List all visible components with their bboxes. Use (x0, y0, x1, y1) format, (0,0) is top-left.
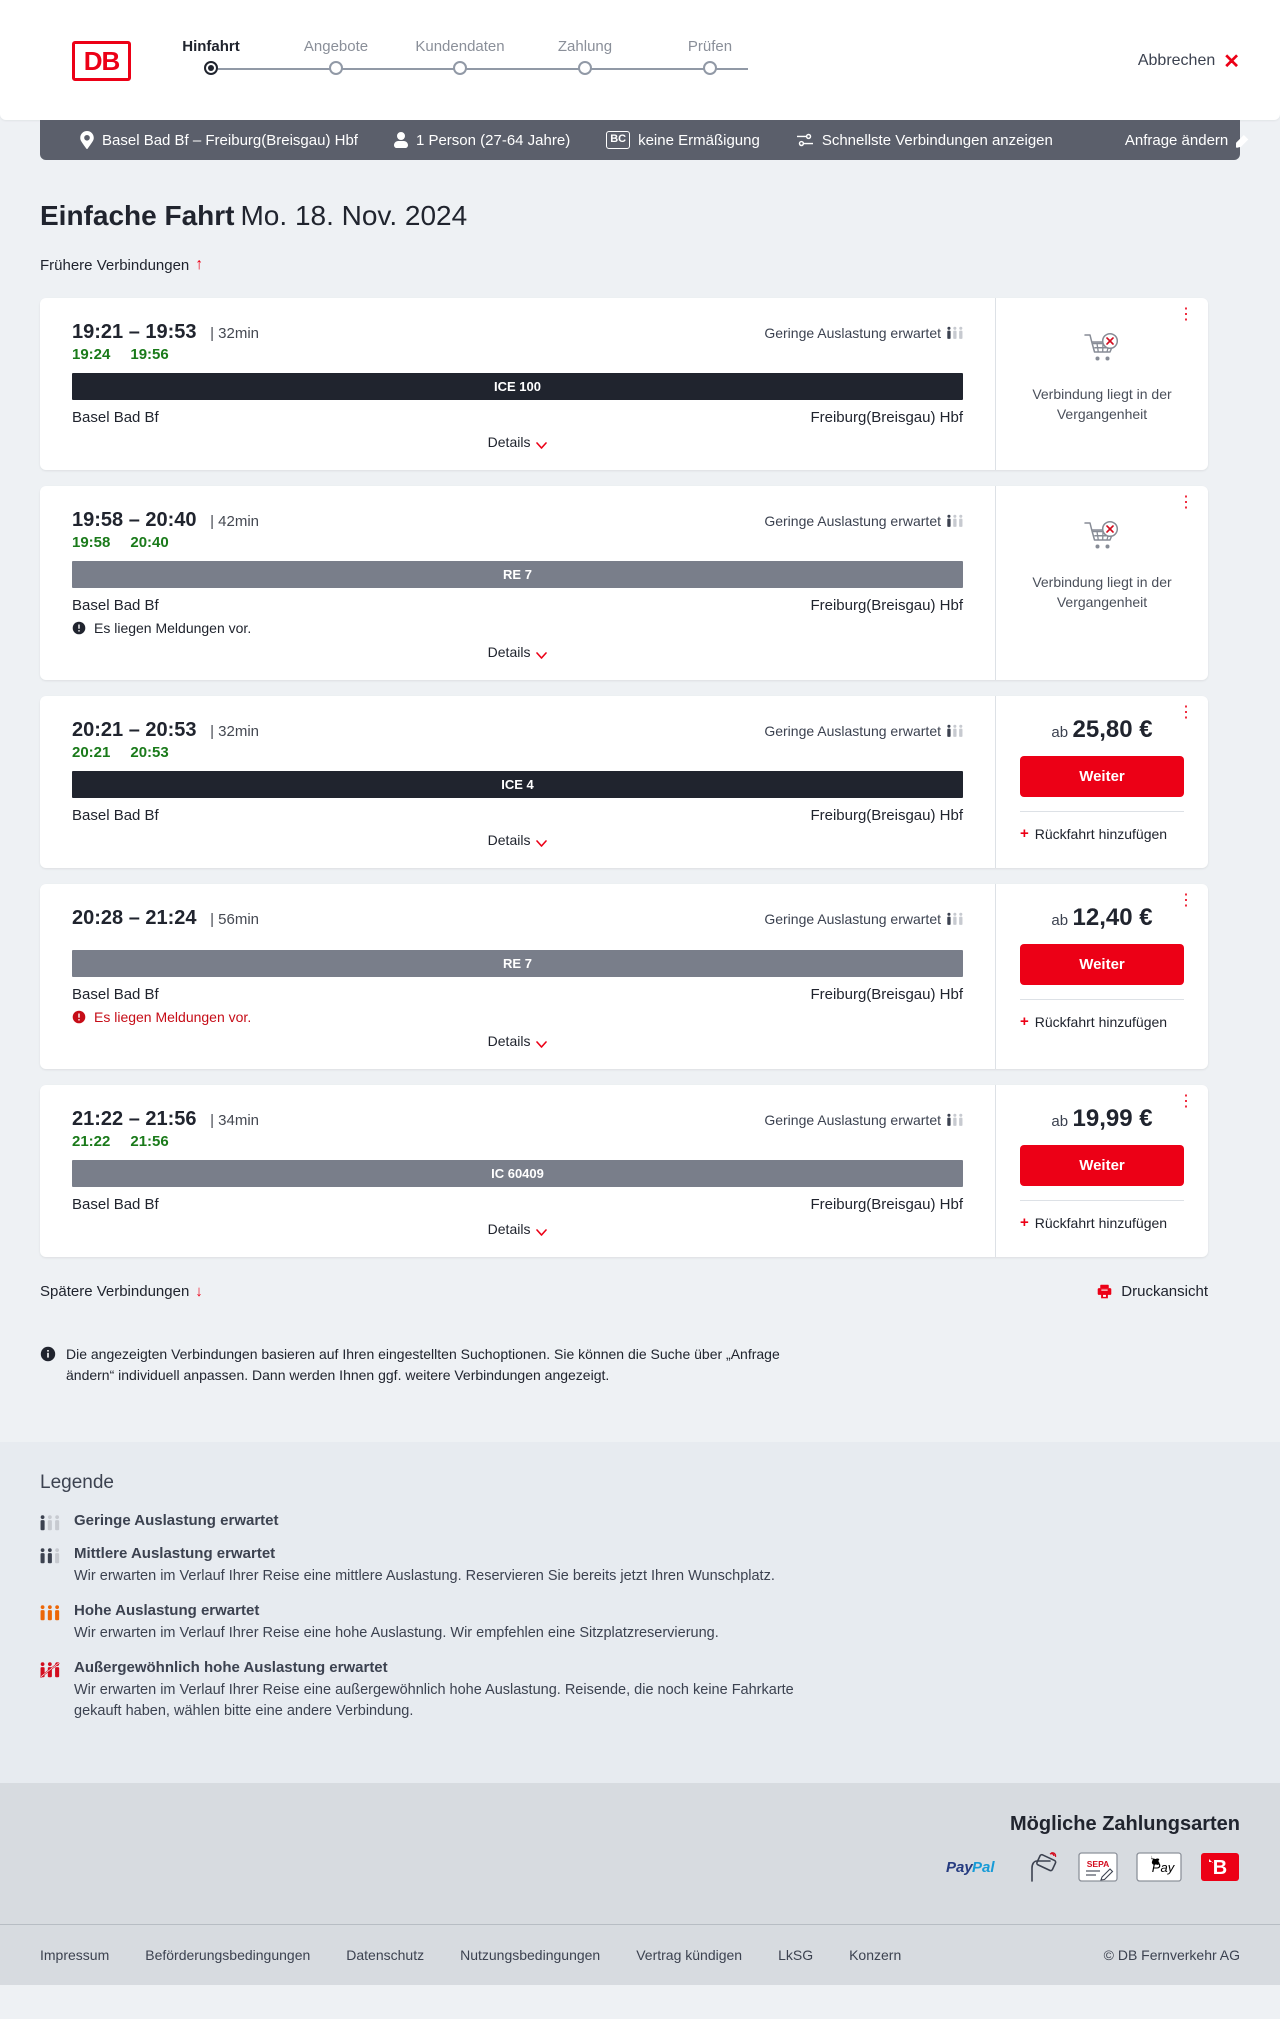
svg-text:Pay: Pay (946, 1859, 973, 1876)
svg-text:SEPA: SEPA (1087, 1859, 1110, 1869)
svg-text:Pal: Pal (972, 1859, 995, 1876)
svg-text:B: B (1213, 1857, 1227, 1879)
